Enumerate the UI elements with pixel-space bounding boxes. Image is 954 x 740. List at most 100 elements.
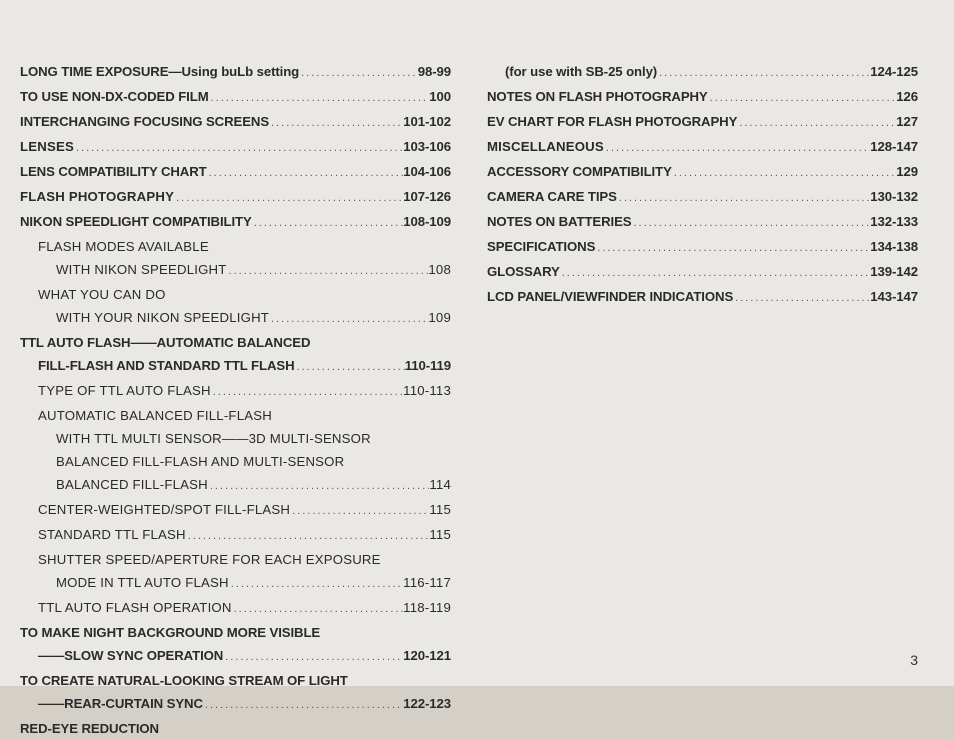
toc-row: SHUTTER SPEED/APERTURE FOR EACH EXPOSURE [20, 548, 451, 571]
toc-label: LENS COMPATIBILITY CHART [20, 160, 207, 183]
toc-label: SHUTTER SPEED/APERTURE FOR EACH EXPOSURE [38, 548, 381, 571]
toc-label: BALANCED FILL-FLASH AND MULTI-SENSOR [56, 450, 344, 473]
toc-leader [74, 137, 403, 160]
toc-row: TTL AUTO FLASH OPERATION 118-119 [20, 596, 451, 621]
toc-label: NOTES ON FLASH PHOTOGRAPHY [487, 85, 708, 108]
toc-label: FILL-FLASH AND STANDARD TTL FLASH [38, 354, 295, 377]
toc-page-ref: 139-142 [870, 260, 918, 283]
toc-label: EV CHART FOR FLASH PHOTOGRAPHY [487, 110, 737, 133]
toc-row: (for use with SB-25 only)124-125 [487, 60, 918, 85]
toc-label: WITH TTL MULTI SENSOR——3D MULTI-SENSOR [56, 427, 371, 450]
toc-label: STANDARD TTL FLASH [38, 523, 186, 546]
toc-label: MODE IN TTL AUTO FLASH [56, 571, 229, 594]
toc-row: LCD PANEL/VIEWFINDER INDICATIONS 143-147 [487, 285, 918, 310]
toc-page-ref: 103-106 [403, 135, 451, 158]
toc-leader [617, 187, 871, 210]
toc-row: SPECIFICATIONS134-138 [487, 235, 918, 260]
toc-page-ref: 100 [429, 85, 451, 108]
toc-row: TYPE OF TTL AUTO FLASH 110-113 [20, 379, 451, 404]
toc-page-ref: 110-119 [405, 354, 451, 377]
toc-label: TO CREATE NATURAL-LOOKING STREAM OF LIGH… [20, 669, 348, 692]
toc-leader [269, 112, 403, 135]
toc-leader [737, 112, 896, 135]
toc-page-ref: 134-138 [870, 235, 918, 258]
toc-row: WITH NIKON SPEEDLIGHT108 [20, 258, 451, 283]
toc-leader [223, 646, 403, 669]
toc-row: TO USE NON-DX-CODED FILM100 [20, 85, 451, 110]
page-number: 3 [910, 652, 918, 668]
toc-label: WITH YOUR NIKON SPEEDLIGHT [56, 306, 269, 329]
toc-row: WITH TTL MULTI SENSOR——3D MULTI-SENSOR [20, 427, 451, 450]
toc-leader [295, 356, 405, 379]
toc-label: NOTES ON BATTERIES [487, 210, 632, 233]
toc-leader [708, 87, 897, 110]
toc-label: BALANCED FILL-FLASH [56, 473, 208, 496]
toc-row: FLASH MODES AVAILABLE [20, 235, 451, 258]
toc-leader [174, 187, 403, 210]
toc-page-ref: 126 [896, 85, 918, 108]
toc-row: GLOSSARY 139-142 [487, 260, 918, 285]
toc-label: NIKON SPEEDLIGHT COMPATIBILITY [20, 210, 252, 233]
toc-row: ——SLOW SYNC OPERATION 120-121 [20, 644, 451, 669]
toc-row: MODE IN TTL AUTO FLASH 116-117 [20, 571, 451, 596]
toc-row: NOTES ON BATTERIES132-133 [487, 210, 918, 235]
toc-label: RED-EYE REDUCTION [20, 717, 159, 740]
toc-page-ref: 108-109 [403, 210, 451, 233]
toc-leader [203, 694, 403, 717]
toc-row: CAMERA CARE TIPS 130-132 [487, 185, 918, 210]
toc-page-ref: 128-147 [870, 135, 918, 158]
toc-row: ACCESSORY COMPATIBILITY129 [487, 160, 918, 185]
toc-page-ref: 110-113 [403, 379, 451, 402]
toc-label: TYPE OF TTL AUTO FLASH [38, 379, 211, 402]
toc-row: NOTES ON FLASH PHOTOGRAPHY 126 [487, 85, 918, 110]
toc-label: LONG TIME EXPOSURE—Using buLb setting [20, 60, 299, 83]
toc-row: BALANCED FILL-FLASH AND MULTI-SENSOR [20, 450, 451, 473]
toc-row: LENS COMPATIBILITY CHART 104-106 [20, 160, 451, 185]
toc-page-ref: 127 [896, 110, 918, 133]
toc-leader [232, 598, 404, 621]
toc-page-ref: 101-102 [403, 110, 451, 133]
toc-leader [209, 87, 430, 110]
toc-row: TTL AUTO FLASH——AUTOMATIC BALANCED [20, 331, 451, 354]
toc-leader [252, 212, 404, 235]
toc-label: TTL AUTO FLASH OPERATION [38, 596, 232, 619]
toc-row: TO CREATE NATURAL-LOOKING STREAM OF LIGH… [20, 669, 451, 692]
toc-row: MISCELLANEOUS128-147 [487, 135, 918, 160]
toc-columns: LONG TIME EXPOSURE—Using buLb setting98-… [20, 60, 918, 740]
toc-row: LENSES103-106 [20, 135, 451, 160]
toc-page-ref: 116-117 [403, 571, 451, 594]
toc-label: AUTOMATIC BALANCED FILL-FLASH [38, 404, 272, 427]
toc-label: FLASH PHOTOGRAPHY [20, 185, 174, 208]
toc-label: LCD PANEL/VIEWFINDER INDICATIONS [487, 285, 733, 308]
toc-leader [186, 525, 430, 548]
toc-leader [604, 137, 870, 160]
toc-label: TO MAKE NIGHT BACKGROUND MORE VISIBLE [20, 621, 320, 644]
toc-page-ref: 129 [896, 160, 918, 183]
toc-label: ——SLOW SYNC OPERATION [38, 644, 223, 667]
toc-page-ref: 130-132 [870, 185, 918, 208]
toc-page-ref: 120-121 [403, 644, 451, 667]
toc-leader [229, 573, 403, 596]
toc-page-ref: 114 [429, 473, 451, 496]
toc-row: TO MAKE NIGHT BACKGROUND MORE VISIBLE [20, 621, 451, 644]
toc-row: WHAT YOU CAN DO [20, 283, 451, 306]
toc-row: EV CHART FOR FLASH PHOTOGRAPHY 127 [487, 110, 918, 135]
toc-leader [657, 62, 870, 85]
toc-page-ref: 143-147 [870, 285, 918, 308]
toc-page-ref: 104-106 [403, 160, 451, 183]
toc-label: GLOSSARY [487, 260, 560, 283]
toc-leader [269, 308, 428, 331]
toc-row: LONG TIME EXPOSURE—Using buLb setting98-… [20, 60, 451, 85]
toc-column-right: (for use with SB-25 only)124-125NOTES ON… [487, 60, 918, 740]
toc-row: BALANCED FILL-FLASH 114 [20, 473, 451, 498]
toc-row: NIKON SPEEDLIGHT COMPATIBILITY 108-109 [20, 210, 451, 235]
toc-label: CAMERA CARE TIPS [487, 185, 617, 208]
toc-label: (for use with SB-25 only) [505, 60, 657, 83]
toc-row: INTERCHANGING FOCUSING SCREENS101-102 [20, 110, 451, 135]
toc-page-ref: 118-119 [403, 596, 451, 619]
manual-page: LONG TIME EXPOSURE—Using buLb setting98-… [0, 0, 954, 686]
toc-leader [560, 262, 871, 285]
toc-leader [290, 500, 429, 523]
toc-row: STANDARD TTL FLASH115 [20, 523, 451, 548]
toc-label: WITH NIKON SPEEDLIGHT [56, 258, 227, 281]
